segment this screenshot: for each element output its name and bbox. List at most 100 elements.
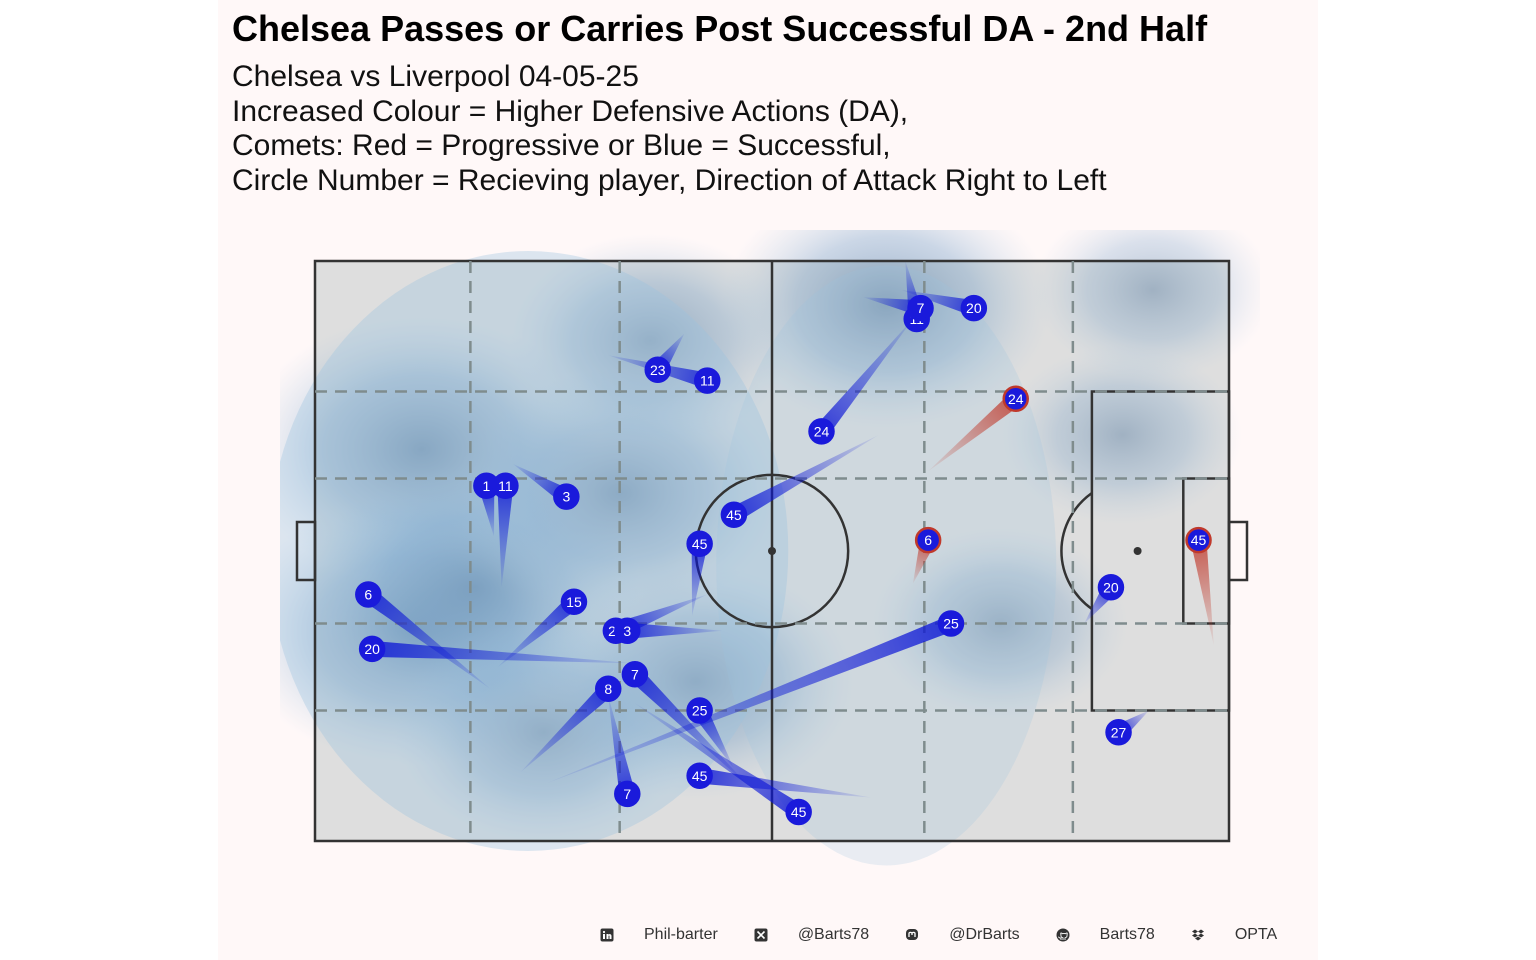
receiver-dot [560,588,588,615]
receiver-marker: 23 [644,356,671,383]
comet-tail [1190,538,1214,646]
receiver-dot [621,661,649,688]
comet-tail [691,542,708,617]
github-icon [1056,928,1070,942]
receiver-marker: 11 [694,367,721,394]
receiver-number-label: 27 [1111,724,1127,740]
receiver-number-label: 7 [917,300,925,316]
comet-tail [730,435,879,522]
receiver-marker: 24 [808,418,835,445]
receiver-number-label: 11 [498,478,513,494]
receiver-dot [1002,385,1029,412]
receiver-dot [1185,526,1212,554]
receiver-marker: 11 [492,472,519,499]
footer-label-linkedin: Phil-barter [644,926,718,943]
receiver-marker: 3 [553,483,580,510]
receiver-number-label: 8 [604,681,612,697]
density-hotspot [1032,230,1260,380]
receiver-marker: 20 [1097,574,1125,601]
receiver-dot [960,294,988,322]
comet-tail [627,622,723,639]
receiver-dot [686,762,713,789]
receiver-marker: 3 [614,617,641,644]
left-goal [295,520,317,582]
footer-label-dropbox: OPTA [1234,926,1278,943]
receiver-marker: 20 [960,294,988,322]
receiver-dot [686,530,713,557]
receiver-number-label: 7 [631,666,639,682]
comet-tail [520,682,614,773]
receiver-marker: 45 [1185,526,1212,554]
receiver-marker: 15 [560,588,588,615]
receiver-number-label: 45 [1191,532,1207,548]
footer-item-linkedin[interactable]: Phil-barter [600,926,754,944]
footer-item-x[interactable]: @Barts78 [754,926,905,944]
comet-tail [928,392,1021,472]
receiver-number-label: 45 [726,507,742,523]
right-goal [1227,520,1249,582]
centre-spot [768,547,776,555]
footer-item-dropbox[interactable]: OPTA [1191,926,1313,944]
comet-tail [363,588,491,689]
receiver-marker: 6 [914,526,942,554]
receiver-dot [614,617,641,644]
receiver-marker: 7 [907,294,934,322]
receiver-dot [937,610,965,637]
receiver-number-label: 25 [692,703,708,719]
receiver-number-label: 23 [650,362,666,378]
footer-label-mastodon: @DrBarts [949,926,1020,943]
comet-tail [608,696,636,796]
receiver-dot [553,483,580,510]
receiver-marker: 25 [686,697,713,724]
subtitle-line-4: Circle Number = Recieving player, Direct… [232,164,1107,197]
footer-label-x: @Barts78 [797,926,870,943]
receiver-marker: 7 [614,780,641,808]
chart-title: Chelsea Passes or Carries Post Successfu… [232,8,1208,49]
receiver-number-label: 45 [791,804,807,820]
density-wash [716,265,1057,866]
receiver-dot [644,356,671,383]
receiver-number-label: 6 [924,532,932,548]
receiver-dot [907,294,934,322]
footer-item-mastodon[interactable]: @DrBarts [905,926,1055,944]
comet-tail [371,640,635,664]
receiver-marker: 45 [720,501,748,528]
right-penalty-arc [1060,491,1093,611]
x-icon [754,928,768,942]
marker-layer: 1172023112424111345456452061520320782525… [355,294,1212,826]
comet-tail [497,485,514,588]
receiver-number-label: 7 [623,786,631,802]
receiver-dot [355,581,382,608]
receiver-marker: 45 [785,798,812,826]
comet-tail [634,703,804,819]
subtitle-line-3: Comets: Red = Progressive or Blue = Succ… [232,129,891,162]
receiver-dot [694,367,721,394]
receiver-dot [594,675,622,702]
density-hotspot [507,233,793,448]
linkedin-icon [600,928,614,942]
receiver-dot [914,526,942,554]
receiver-dot [1097,574,1125,601]
density-hotspot [721,230,1052,429]
footer-item-github[interactable]: Barts78 [1056,926,1191,944]
receiver-marker: 27 [1105,719,1132,746]
receiver-number-label: 1 [482,478,490,494]
subtitle-line-1: Chelsea vs Liverpool 04-05-25 [232,60,639,93]
receiver-dot [720,501,748,528]
receiver-number-label: 25 [943,616,959,632]
receiver-marker: 8 [594,675,622,702]
mastodon-icon [905,928,919,942]
receiver-marker: 45 [686,530,713,557]
receiver-marker: 20 [358,635,386,663]
receiver-number-label: 11 [700,373,715,389]
right-penalty-spot [1133,547,1142,555]
footer-credits: Phil-barter @Barts78 @DrBarts Barts78 OP… [600,922,1313,948]
receiver-dot [686,697,713,724]
footer-label-github: Barts78 [1099,926,1155,943]
receiver-dot [808,418,835,445]
receiver-number-label: 45 [692,768,708,784]
receiver-number-label: 24 [814,423,830,439]
receiver-number-label: 3 [562,489,570,505]
receiver-dot [358,635,386,663]
receiver-number-label: 45 [692,536,708,552]
